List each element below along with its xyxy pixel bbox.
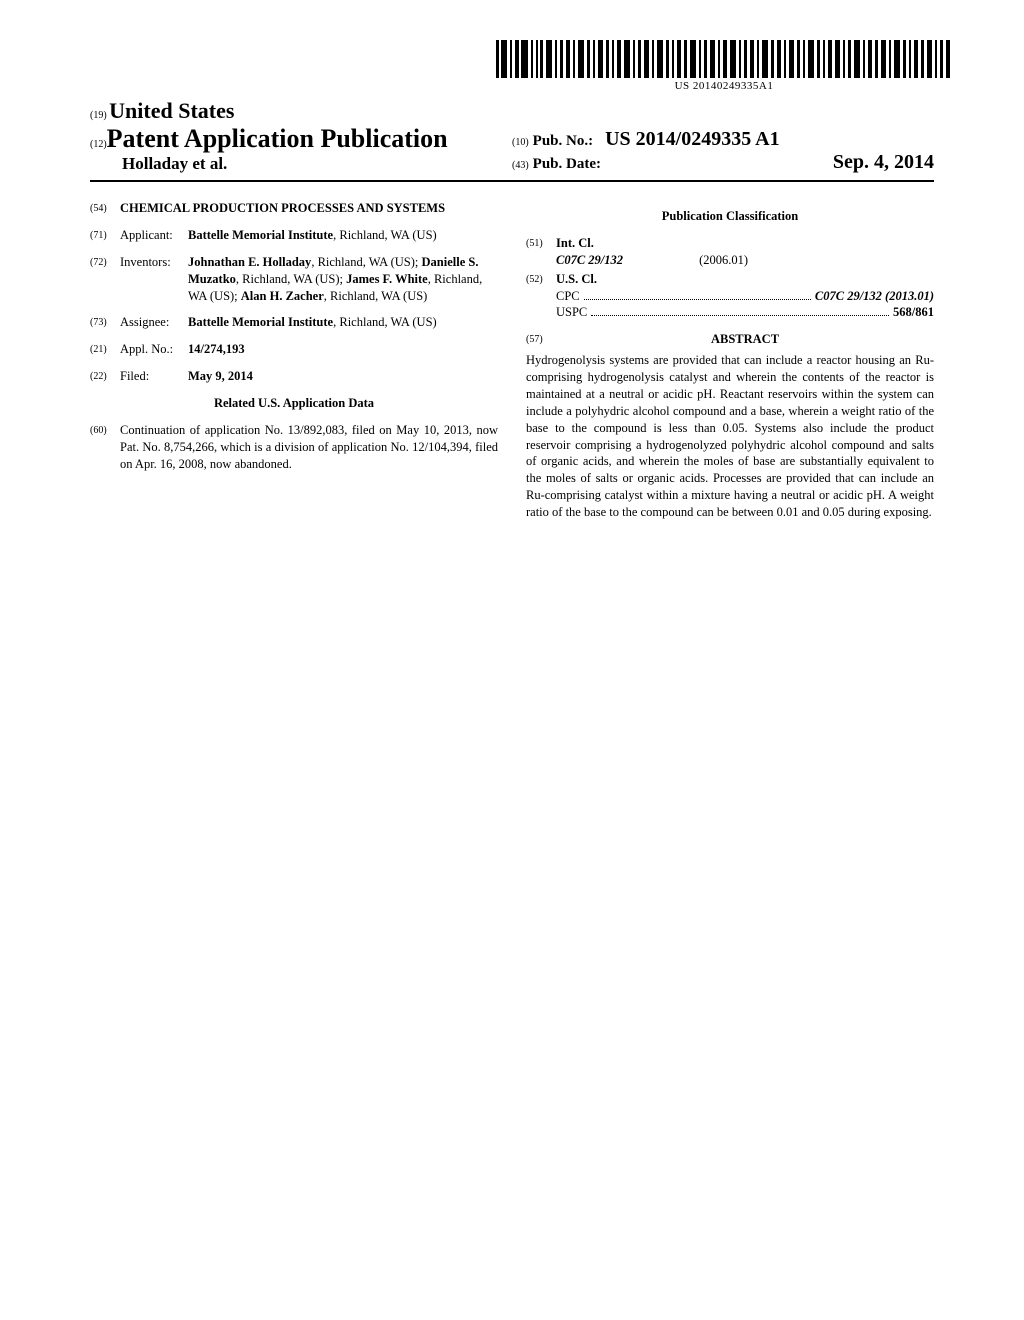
abstract-label-wrap: ABSTRACT — [556, 331, 934, 348]
assignee-body: Battelle Memorial Institute, Richland, W… — [188, 314, 498, 331]
country-name: United States — [109, 98, 234, 123]
inventor-4-name: Alan H. Zacher — [241, 289, 324, 303]
patent-cover-page: US 20140249335A1 (19) United States (12)… — [0, 0, 1024, 561]
applicant-loc: , Richland, WA (US) — [333, 228, 437, 242]
field-applicant: (71) Applicant: Battelle Memorial Instit… — [90, 227, 498, 244]
pubno-value: US 2014/0249335 A1 — [605, 128, 779, 151]
related-title: Related U.S. Application Data — [90, 395, 498, 412]
code-72: (72) — [90, 254, 120, 305]
field-filed: (22) Filed: May 9, 2014 — [90, 368, 498, 385]
code-22: (22) — [90, 368, 120, 385]
applno-value: 14/274,193 — [188, 341, 498, 358]
invention-title: CHEMICAL PRODUCTION PROCESSES AND SYSTEM… — [120, 200, 498, 217]
cpc-line: CPC C07C 29/132 (2013.01) — [556, 288, 934, 305]
code-54: (54) — [90, 200, 120, 217]
dots-icon — [584, 299, 811, 300]
intcl-body: Int. Cl. C07C 29/132 (2006.01) — [556, 235, 934, 269]
barcode-svg — [494, 40, 954, 78]
abstract-text: Hydrogenolysis systems are provided that… — [526, 352, 934, 521]
publication-type: Patent Application Publication — [107, 124, 448, 154]
field-applno: (21) Appl. No.: 14/274,193 — [90, 341, 498, 358]
code-73: (73) — [90, 314, 120, 331]
uspc-line: USPC 568/861 — [556, 304, 934, 321]
assignee-name: Battelle Memorial Institute — [188, 315, 333, 329]
cpc-lead: CPC — [556, 288, 580, 305]
field-intcl: (51) Int. Cl. C07C 29/132 (2006.01) — [526, 235, 934, 269]
uspc-trail: 568/861 — [893, 304, 934, 321]
field-related: (60) Continuation of application No. 13/… — [90, 422, 498, 473]
field-abstract-header: (57) ABSTRACT — [526, 331, 934, 348]
pubno-label: Pub. No.: — [533, 133, 593, 150]
field-inventors: (72) Inventors: Johnathan E. Holladay, R… — [90, 254, 498, 305]
code-43: (43) — [512, 160, 529, 171]
code-10: (10) — [512, 137, 529, 148]
uscl-body: U.S. Cl. CPC C07C 29/132 (2013.01) USPC … — [556, 271, 934, 322]
inventor-1-loc: , Richland, WA (US); — [311, 255, 421, 269]
classification-title: Publication Classification — [526, 208, 934, 225]
field-title: (54) CHEMICAL PRODUCTION PROCESSES AND S… — [90, 200, 498, 217]
label-filed: Filed: — [120, 368, 188, 385]
header-row: (19) United States (12) Patent Applicati… — [90, 98, 934, 182]
code-21: (21) — [90, 341, 120, 358]
code-51: (51) — [526, 235, 556, 269]
pubdate-line: (43) Pub. Date: Sep. 4, 2014 — [512, 151, 934, 174]
code-19: (19) — [90, 110, 107, 121]
assignee-loc: , Richland, WA (US) — [333, 315, 437, 329]
inventor-4-loc: , Richland, WA (US) — [324, 289, 428, 303]
code-52: (52) — [526, 271, 556, 322]
label-applno: Appl. No.: — [120, 341, 188, 358]
abstract-label: ABSTRACT — [711, 332, 779, 346]
code-57: (57) — [526, 331, 556, 348]
label-assignee: Assignee: — [120, 314, 188, 331]
code-71: (71) — [90, 227, 120, 244]
barcode-area: US 20140249335A1 — [90, 40, 954, 94]
barcode-text: US 20140249335A1 — [494, 80, 954, 92]
uscl-label: U.S. Cl. — [556, 271, 934, 288]
intcl-row: C07C 29/132 (2006.01) — [556, 252, 934, 269]
right-column: Publication Classification (51) Int. Cl.… — [526, 200, 934, 521]
inventor-1-name: Johnathan E. Holladay — [188, 255, 311, 269]
filed-value: May 9, 2014 — [188, 368, 498, 385]
authors-short: Holladay et al. — [90, 154, 512, 174]
pubdate-label: Pub. Date: — [533, 156, 601, 173]
cpc-trail: C07C 29/132 (2013.01) — [815, 288, 934, 305]
pubno-line: (10) Pub. No.: US 2014/0249335 A1 — [512, 128, 934, 151]
uspc-lead: USPC — [556, 304, 587, 321]
field-assignee: (73) Assignee: Battelle Memorial Institu… — [90, 314, 498, 331]
code-60: (60) — [90, 422, 120, 473]
code-12: (12) — [90, 139, 107, 150]
body-columns: (54) CHEMICAL PRODUCTION PROCESSES AND S… — [90, 200, 934, 521]
pubdate-value: Sep. 4, 2014 — [833, 151, 934, 174]
barcode: US 20140249335A1 — [494, 40, 954, 92]
header-right: (10) Pub. No.: US 2014/0249335 A1 (43) P… — [512, 128, 934, 174]
header-left: (19) United States (12) Patent Applicati… — [90, 98, 512, 174]
applicant-name: Battelle Memorial Institute — [188, 228, 333, 242]
label-applicant: Applicant: — [120, 227, 188, 244]
intcl-label: Int. Cl. — [556, 235, 934, 252]
inventors-body: Johnathan E. Holladay, Richland, WA (US)… — [188, 254, 498, 305]
related-text: Continuation of application No. 13/892,0… — [120, 422, 498, 473]
intcl-code: C07C 29/132 — [556, 252, 696, 269]
inventor-3-name: James F. White — [346, 272, 428, 286]
dots-icon — [591, 315, 889, 316]
inventor-2-loc: , Richland, WA (US); — [236, 272, 346, 286]
label-inventors: Inventors: — [120, 254, 188, 305]
applicant-body: Battelle Memorial Institute, Richland, W… — [188, 227, 498, 244]
pub-type-line: (12) Patent Application Publication — [90, 124, 512, 154]
field-uscl: (52) U.S. Cl. CPC C07C 29/132 (2013.01) … — [526, 271, 934, 322]
left-column: (54) CHEMICAL PRODUCTION PROCESSES AND S… — [90, 200, 498, 521]
intcl-version: (2006.01) — [699, 253, 748, 267]
country-line: (19) United States — [90, 98, 512, 124]
